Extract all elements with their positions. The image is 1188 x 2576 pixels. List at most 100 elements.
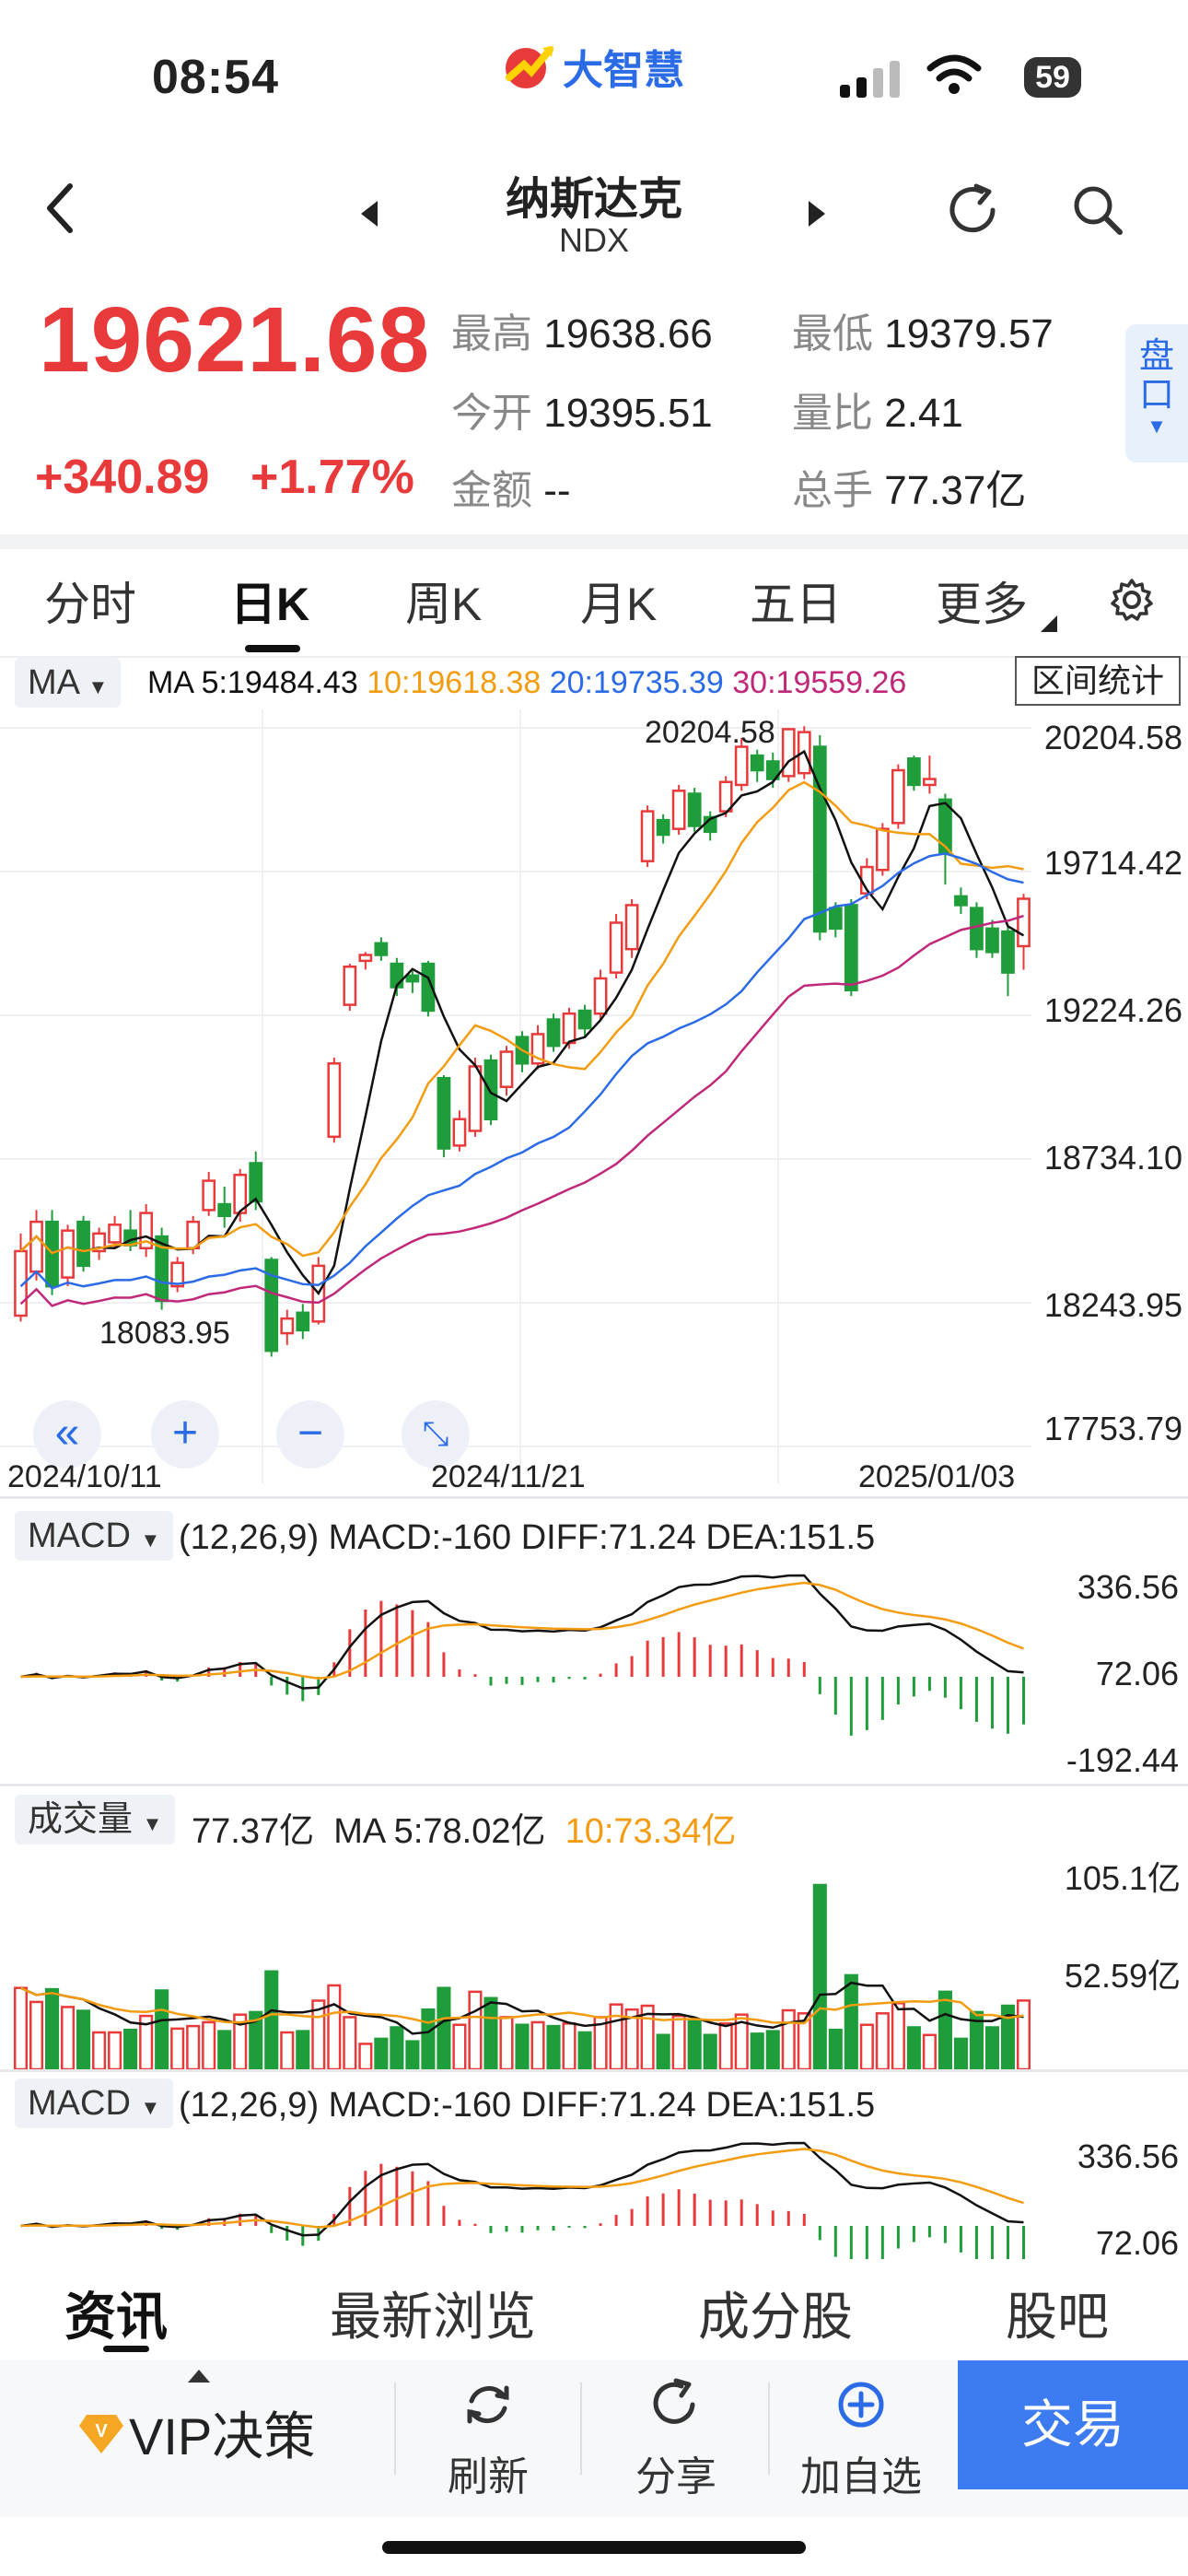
macd-selector-2[interactable]: MACD ▼ <box>15 2078 174 2128</box>
range-stats-button[interactable]: 区间统计 <box>1015 656 1181 706</box>
volume-bar <box>812 1883 827 2071</box>
candle-body <box>374 942 389 956</box>
candle-body <box>718 780 733 813</box>
volume-bar <box>249 2010 263 2071</box>
axis-label-5: 18243.95 <box>1043 1286 1182 1324</box>
stat-low: 最低 19379.57 <box>792 311 1054 357</box>
wifi-icon <box>926 54 982 94</box>
axis-label-2: 19714.42 <box>1043 844 1182 882</box>
share-button[interactable]: 分享 <box>621 2378 731 2500</box>
candle-body <box>499 1050 514 1088</box>
volume-bar <box>765 2030 780 2071</box>
volume-bar <box>468 1990 483 2071</box>
volume-bar <box>421 2008 436 2071</box>
candle-body <box>437 1076 451 1150</box>
macd-axis-3: -192.44 <box>1066 1741 1179 1779</box>
fullscreen-button[interactable]: ⤡ <box>402 1400 470 1469</box>
tab-weekly-k[interactable]: 周K <box>405 579 483 630</box>
candlestick-chart[interactable] <box>0 709 1031 1483</box>
volume-bar <box>515 2023 530 2071</box>
candle-body <box>609 921 623 974</box>
candle-body <box>264 1259 279 1352</box>
diff-line <box>20 1574 1024 1690</box>
volume-bar <box>781 2008 796 2071</box>
candle-body <box>844 904 858 991</box>
ma-selector[interactable]: MA ▼ <box>15 658 122 708</box>
volume-bar <box>844 1973 858 2071</box>
settings-gear-icon[interactable] <box>1109 577 1155 623</box>
bottom-tab-recent[interactable]: 最新浏览 <box>330 2288 536 2346</box>
candle-body <box>938 798 952 854</box>
volume-bar <box>452 2023 467 2071</box>
toolbar-divider <box>580 2383 582 2475</box>
battery-icon: 59 <box>1024 57 1081 98</box>
home-indicator[interactable] <box>382 2541 806 2554</box>
volume-bar <box>483 1996 498 2071</box>
zoom-out-button[interactable]: − <box>276 1400 344 1469</box>
candle-body <box>296 1311 310 1332</box>
back-icon[interactable] <box>42 181 79 236</box>
svg-text:V: V <box>95 2421 108 2441</box>
candle-body <box>875 827 890 872</box>
volume-selector[interactable]: 成交量 ▼ <box>15 1795 176 1844</box>
section-divider <box>0 534 1188 549</box>
bottom-tab-news[interactable]: 资讯 <box>64 2288 168 2346</box>
scroll-left-button[interactable]: « <box>33 1400 101 1469</box>
status-time: 08:54 <box>152 51 279 104</box>
app-logo: 大智慧 <box>502 39 686 94</box>
candle-body <box>985 927 999 954</box>
candle-body <box>358 954 373 963</box>
candle-body <box>750 754 764 772</box>
expand-up-icon[interactable] <box>188 2368 210 2383</box>
stat-open: 今开 19395.51 <box>451 391 713 436</box>
refresh-icon[interactable] <box>945 182 1002 240</box>
candle-body <box>249 1162 263 1203</box>
volume-chart <box>13 1883 1031 2071</box>
refresh-button[interactable]: 刷新 <box>433 2385 543 2500</box>
low-marker-label: 18083.95 <box>99 1316 230 1351</box>
macd2-axis-2: 72.06 <box>1095 2224 1179 2262</box>
candle-body <box>468 1065 483 1132</box>
search-icon[interactable] <box>1070 182 1125 238</box>
prev-stock-icon[interactable] <box>357 199 381 228</box>
candle-body <box>170 1261 185 1288</box>
volume-bar <box>1016 1999 1031 2071</box>
add-watchlist-button[interactable]: 加自选 <box>792 2382 930 2500</box>
volume-ma10-line <box>19 1986 1024 2025</box>
volume-bar <box>29 2000 44 2071</box>
active-tab-indicator <box>245 645 300 652</box>
candle-body <box>828 907 843 931</box>
stock-code: NDX <box>558 221 629 259</box>
bottom-tab-components[interactable]: 成分股 <box>698 2288 853 2346</box>
candle-body <box>954 895 968 907</box>
next-stock-icon[interactable] <box>805 199 829 228</box>
candle-body <box>891 768 905 825</box>
volume-bar <box>233 2013 248 2071</box>
candle-body <box>907 757 921 787</box>
tab-intraday[interactable]: 分时 <box>44 579 136 630</box>
corner-arrow-icon <box>1041 615 1057 632</box>
stat-high: 最高 19638.66 <box>451 311 713 357</box>
tab-more[interactable]: 更多 <box>936 579 1028 630</box>
macd-legend-2: (12,26,9) MACD:-160 DIFF:71.24 DEA:151.5 <box>179 2086 876 2125</box>
candle-body <box>405 974 420 983</box>
candle-body <box>217 1202 232 1218</box>
macd-selector[interactable]: MACD ▼ <box>15 1511 174 1561</box>
trade-button[interactable]: 交易 <box>958 2360 1188 2489</box>
panel-divider <box>0 1784 1188 1786</box>
logo-icon <box>506 46 553 88</box>
candle-body <box>765 760 780 780</box>
tab-daily-k[interactable]: 日K <box>230 579 310 630</box>
vip-decision-button[interactable]: V VIP决策 <box>77 2395 315 2470</box>
volume-bar <box>358 2043 373 2071</box>
ma-legend: MA 5:19484.43 10:19618.38 20:19735.39 30… <box>147 665 907 700</box>
candle-body <box>640 810 655 862</box>
tab-five-day[interactable]: 五日 <box>750 579 842 630</box>
bottom-tab-bar <box>0 2259 1188 2360</box>
zoom-in-button[interactable]: + <box>151 1400 219 1469</box>
order-book-button[interactable]: 盘口 ▼ <box>1125 324 1188 463</box>
signal-icon <box>840 61 900 98</box>
bottom-tab-forum[interactable]: 股吧 <box>1006 2288 1109 2346</box>
macd-axis-2: 72.06 <box>1095 1655 1179 1692</box>
tab-monthly-k[interactable]: 月K <box>580 579 658 630</box>
